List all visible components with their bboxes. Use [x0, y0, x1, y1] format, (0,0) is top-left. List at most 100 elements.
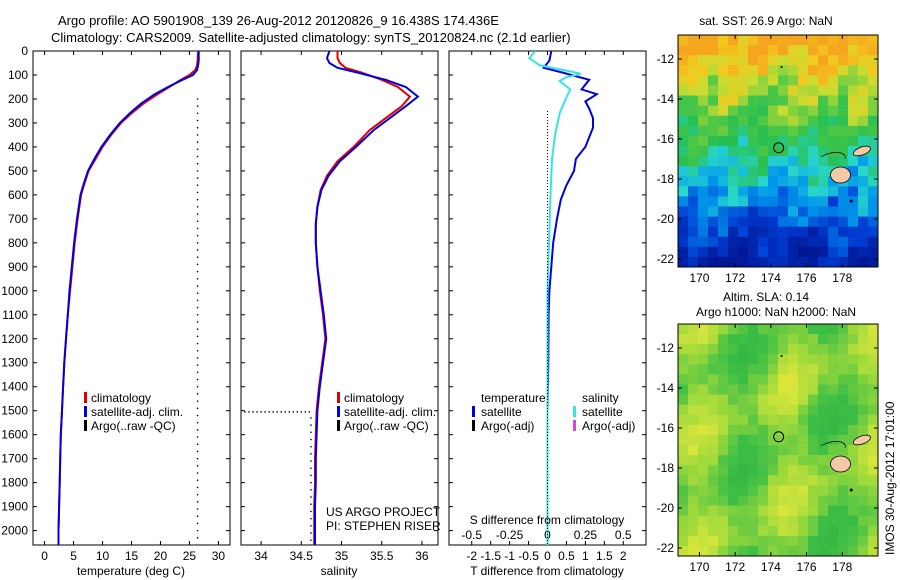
map-cell — [838, 135, 849, 147]
map-cell — [778, 256, 789, 268]
legend-title-temperature: temperature — [481, 391, 546, 405]
map-cell — [798, 246, 809, 258]
argo-point — [196, 436, 199, 438]
map-cell — [768, 156, 779, 167]
map-cell — [718, 485, 729, 496]
lat-tick-label: -14 — [657, 92, 675, 106]
map-cell — [698, 226, 709, 238]
map-cell — [718, 465, 729, 476]
argo-point — [196, 465, 199, 467]
map-cell — [838, 475, 849, 486]
map-cell — [828, 236, 839, 248]
map-cell — [868, 364, 879, 375]
map-cell — [828, 226, 839, 238]
map-cell — [688, 196, 699, 207]
argo-point — [196, 522, 199, 525]
map-cell — [798, 344, 809, 355]
map-cell — [818, 236, 829, 248]
map-cell — [798, 196, 809, 207]
map-cell — [788, 156, 799, 167]
map-cell — [698, 344, 709, 355]
map-cell — [798, 35, 809, 46]
map-cell — [778, 65, 789, 76]
map-cell — [788, 216, 799, 227]
map-cell — [798, 455, 809, 466]
map-cell — [768, 115, 779, 127]
map-cell — [738, 125, 749, 137]
map-cell — [728, 404, 739, 416]
map-cell — [828, 505, 839, 516]
map-cell — [758, 465, 769, 476]
argo-point — [196, 443, 199, 445]
map-cell — [828, 465, 839, 476]
map-cell — [808, 85, 819, 96]
map-cell — [688, 256, 699, 268]
map-cell — [858, 495, 869, 506]
map-cell — [808, 485, 819, 496]
map-cell — [728, 65, 739, 76]
map-cell — [738, 324, 749, 335]
map-cell — [818, 475, 829, 486]
map-cell — [708, 166, 719, 177]
map-cell — [758, 505, 769, 516]
map-cell — [758, 35, 769, 46]
argo-point — [196, 515, 199, 517]
map-cell — [738, 334, 749, 345]
map-cell — [748, 35, 759, 46]
map-cell — [728, 125, 739, 137]
map-cell — [688, 324, 699, 335]
map-cell — [728, 434, 739, 446]
x-tick-label: 20 — [154, 549, 168, 563]
argo-point — [310, 496, 312, 498]
map-cell — [678, 465, 689, 476]
map-cell — [758, 176, 769, 187]
argo-point — [196, 508, 199, 510]
temperature-axes — [32, 50, 231, 546]
map-cell — [748, 186, 759, 197]
map-cell — [728, 176, 739, 187]
temperature-legend: climatology satellite-adj. clim. Argo(..… — [84, 391, 183, 433]
map-cell — [808, 75, 819, 86]
map-cell — [728, 226, 739, 238]
map-cell — [698, 115, 709, 127]
map-cell — [818, 324, 829, 335]
map-cell — [798, 256, 809, 268]
map-cell — [818, 196, 829, 207]
map-cell — [838, 445, 849, 456]
map-cell — [698, 364, 709, 375]
map-cell — [718, 404, 729, 416]
map-cell — [748, 485, 759, 496]
map-cell — [828, 135, 839, 147]
argo-point — [196, 486, 199, 489]
map-cell — [688, 236, 699, 248]
lat-tick-label: -22 — [657, 252, 675, 266]
argo-point — [196, 314, 199, 316]
island-vanua-levu — [852, 145, 871, 157]
salinity-series — [244, 51, 420, 545]
s-tick-label: 0.5 — [615, 528, 632, 542]
map-cell — [718, 95, 729, 106]
x-tick-label: 0 — [544, 549, 551, 563]
map-cell — [738, 475, 749, 486]
map-cell — [848, 105, 859, 116]
legend-swatch-argo — [337, 420, 340, 431]
credit-line2: PI: STEPHEN RISER — [326, 519, 441, 533]
x-tick-label: 34.5 — [290, 549, 314, 563]
argo-point — [196, 364, 199, 366]
map-cell — [708, 45, 719, 56]
map-cell — [858, 414, 869, 426]
map-cell — [868, 495, 879, 506]
map-cell — [818, 505, 829, 516]
argo-point — [196, 371, 199, 374]
map-cell — [688, 156, 699, 167]
legend-label-argo: Argo(..raw -QC) — [91, 419, 176, 433]
map-cell — [768, 75, 779, 86]
map-cell — [768, 145, 779, 157]
map-cell — [688, 485, 699, 496]
map-cell — [788, 75, 799, 86]
argo-point — [196, 155, 199, 158]
map-cell — [758, 206, 769, 217]
map-cell — [808, 495, 819, 506]
depth-tick-label: 200 — [8, 92, 28, 106]
map-cell — [808, 344, 819, 355]
